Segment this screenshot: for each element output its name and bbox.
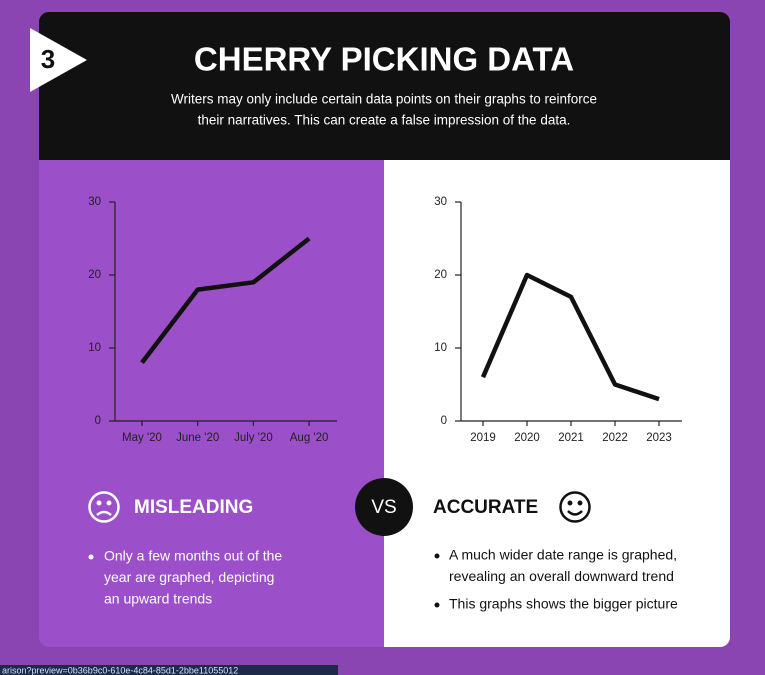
right-panel	[384, 160, 730, 647]
bullet-text: revealing an overall downward trend	[449, 568, 674, 584]
sad-face	[88, 491, 120, 523]
bullet-dot	[434, 602, 440, 608]
x-tick-label: May '20	[122, 432, 162, 444]
header-panel	[39, 12, 730, 160]
x-tick-label: Aug '20	[290, 432, 329, 444]
data-line	[480, 272, 660, 402]
y-tick-label: 20	[88, 269, 101, 281]
y-tick-label: 0	[441, 415, 447, 427]
y-tick-label: 0	[95, 415, 101, 427]
x-tick-label: June '20	[176, 432, 219, 444]
y-tick-label: 10	[88, 342, 101, 354]
data-line	[140, 236, 311, 364]
badge-shape	[30, 28, 87, 92]
card	[39, 12, 730, 647]
y-tick-label: 30	[434, 196, 447, 208]
vs-circle	[355, 478, 413, 536]
badge-number: 3	[41, 44, 55, 74]
x-tick-label: 2023	[646, 432, 672, 444]
x-tick-label: 2022	[602, 432, 628, 444]
x-tick-label: 2021	[558, 432, 584, 444]
bullet-text: A much wider date range is graphed,	[449, 547, 677, 563]
subtitle: Writers may only include certain data po…	[171, 92, 597, 107]
subtitle: their narratives. This can create a fals…	[198, 113, 571, 128]
bullet-dot	[88, 554, 94, 560]
bullet-text: This graphs shows the bigger picture	[449, 596, 678, 612]
happy-face	[559, 491, 591, 523]
right-heading: ACCURATE	[433, 497, 538, 518]
left-heading: MISLEADING	[134, 497, 253, 518]
y-tick-label: 10	[434, 342, 447, 354]
y-tick-label: 20	[434, 269, 447, 281]
bullet-text: an upward trends	[104, 591, 212, 607]
x-tick-label: 2019	[470, 432, 496, 444]
bullet-text: year are graphed, depicting	[104, 569, 274, 585]
x-tick-label: 2020	[514, 432, 540, 444]
x-tick-label: July '20	[234, 432, 273, 444]
status-url: arison?preview=0b36b9c0-610e-4c84-85d1-2…	[2, 665, 238, 675]
vs-label: VS	[371, 497, 396, 518]
y-tick-label: 30	[88, 196, 101, 208]
status-bar	[0, 665, 338, 675]
bullet-dot	[434, 553, 440, 559]
title: CHERRY PICKING DATA	[194, 41, 574, 78]
left-panel	[39, 160, 384, 647]
bullet-text: Only a few months out of the	[104, 548, 282, 564]
